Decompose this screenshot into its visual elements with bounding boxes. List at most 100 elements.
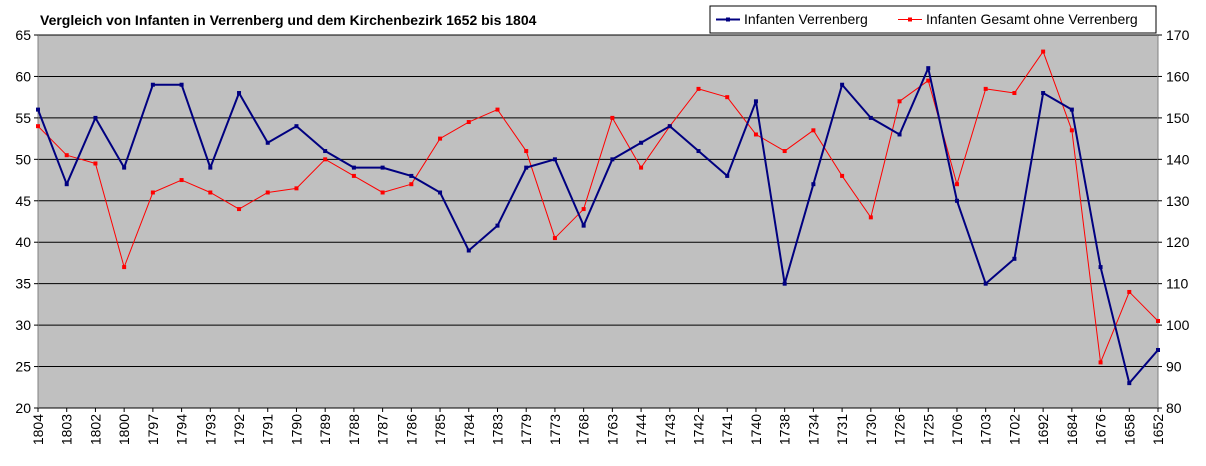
x-tick-label: 1744 — [633, 414, 649, 445]
data-point-gesamt — [1098, 360, 1103, 365]
left-tick-label: 55 — [15, 110, 31, 126]
x-tick-label: 1786 — [403, 414, 419, 445]
left-tick-label: 65 — [15, 27, 31, 43]
x-tick-label: 1743 — [662, 414, 678, 445]
data-point-verrenberg — [1098, 265, 1103, 270]
legend: Infanten Verrenberg Infanten Gesamt ohne… — [709, 5, 1157, 34]
x-tick-label: 1703 — [978, 414, 994, 445]
data-point-gesamt — [639, 165, 644, 170]
data-point-gesamt — [237, 207, 242, 212]
data-point-verrenberg — [840, 82, 845, 87]
data-point-verrenberg — [725, 173, 730, 178]
right-tick-label: 100 — [1166, 317, 1190, 333]
data-point-gesamt — [782, 149, 787, 154]
x-tick-label: 1706 — [949, 414, 965, 445]
x-tick-label: 1740 — [748, 414, 764, 445]
data-point-verrenberg — [93, 115, 98, 120]
x-tick-label: 1784 — [461, 414, 477, 445]
data-point-verrenberg — [954, 198, 959, 203]
data-point-verrenberg — [1041, 91, 1046, 96]
data-point-gesamt — [438, 136, 443, 141]
data-point-verrenberg — [1127, 381, 1132, 386]
data-point-verrenberg — [868, 115, 873, 120]
x-tick-label: 1792 — [231, 414, 247, 445]
left-tick-label: 20 — [15, 400, 31, 416]
gridlines — [38, 34, 1158, 409]
data-point-gesamt — [1012, 91, 1017, 96]
data-point-gesamt — [351, 173, 356, 178]
data-point-verrenberg — [323, 149, 328, 154]
right-tick-label: 130 — [1166, 193, 1190, 209]
data-point-gesamt — [122, 265, 127, 270]
data-point-verrenberg — [466, 248, 471, 253]
data-point-gesamt — [1069, 128, 1074, 133]
data-point-gesamt — [524, 149, 529, 154]
x-axis: 1804 1803 1802 1800 1797 1794 1793 1792 1791 1790… — [30, 408, 1166, 445]
data-point-gesamt — [265, 190, 270, 195]
x-tick-label: 1742 — [691, 414, 707, 445]
data-point-verrenberg — [179, 82, 184, 87]
x-tick-label: 1789 — [317, 414, 333, 445]
data-point-gesamt — [868, 215, 873, 220]
data-point-verrenberg — [667, 124, 672, 129]
data-point-gesamt — [696, 86, 701, 91]
x-tick-label: 1725 — [920, 414, 936, 445]
data-point-verrenberg — [495, 223, 500, 228]
left-axis: 20 25 30 35 40 45 50 55 60 65 — [15, 27, 39, 416]
data-point-gesamt — [36, 124, 40, 129]
data-point-gesamt — [93, 161, 98, 166]
data-point-verrenberg — [208, 165, 213, 170]
x-tick-label: 1738 — [777, 414, 793, 445]
data-point-gesamt — [581, 207, 586, 212]
data-point-verrenberg — [552, 157, 557, 162]
x-tick-label: 1783 — [489, 414, 505, 445]
x-tick-label: 1726 — [892, 414, 908, 445]
data-point-verrenberg — [122, 165, 127, 170]
left-tick-label: 60 — [15, 68, 31, 84]
legend-marker-verrenberg — [726, 17, 730, 22]
left-tick-label: 25 — [15, 359, 31, 375]
series-layer — [36, 49, 1160, 386]
data-point-verrenberg — [926, 66, 931, 71]
legend-box — [709, 5, 1157, 34]
data-point-gesamt — [954, 182, 959, 187]
left-tick-label: 30 — [15, 317, 31, 333]
left-tick-label: 45 — [15, 193, 31, 209]
x-tick-label: 1800 — [116, 414, 132, 445]
data-point-verrenberg — [351, 165, 356, 170]
x-tick-label: 1773 — [547, 414, 563, 445]
x-tick-label: 1652 — [1150, 414, 1166, 445]
data-point-verrenberg — [380, 165, 385, 170]
data-point-verrenberg — [1156, 347, 1160, 352]
left-tick-label: 35 — [15, 276, 31, 292]
data-point-verrenberg — [36, 107, 40, 112]
data-point-gesamt — [294, 186, 299, 191]
data-point-gesamt — [1041, 49, 1046, 54]
data-point-gesamt — [380, 190, 385, 195]
data-point-verrenberg — [409, 173, 414, 178]
data-point-verrenberg — [897, 132, 902, 137]
x-tick-label: 1702 — [1006, 414, 1022, 445]
right-tick-label: 160 — [1166, 68, 1190, 84]
x-tick-label: 1734 — [805, 414, 821, 445]
right-tick-label: 110 — [1166, 276, 1189, 292]
data-point-gesamt — [926, 78, 931, 83]
data-point-verrenberg — [1069, 107, 1074, 112]
x-tick-label: 1676 — [1093, 414, 1109, 445]
series-line-gesamt — [37, 51, 1159, 363]
data-point-verrenberg — [983, 281, 988, 286]
x-tick-label: 1730 — [863, 414, 879, 445]
data-point-gesamt — [725, 95, 730, 100]
data-point-gesamt — [323, 157, 328, 162]
data-point-gesamt — [64, 153, 69, 158]
data-point-gesamt — [409, 182, 414, 187]
x-tick-label: 1731 — [834, 414, 850, 445]
x-tick-label: 1793 — [202, 414, 218, 445]
data-point-gesamt — [753, 132, 758, 137]
x-tick-label: 1788 — [346, 414, 362, 445]
data-point-verrenberg — [438, 190, 443, 195]
data-point-verrenberg — [581, 223, 586, 228]
data-point-verrenberg — [782, 281, 787, 286]
data-point-verrenberg — [237, 91, 242, 96]
